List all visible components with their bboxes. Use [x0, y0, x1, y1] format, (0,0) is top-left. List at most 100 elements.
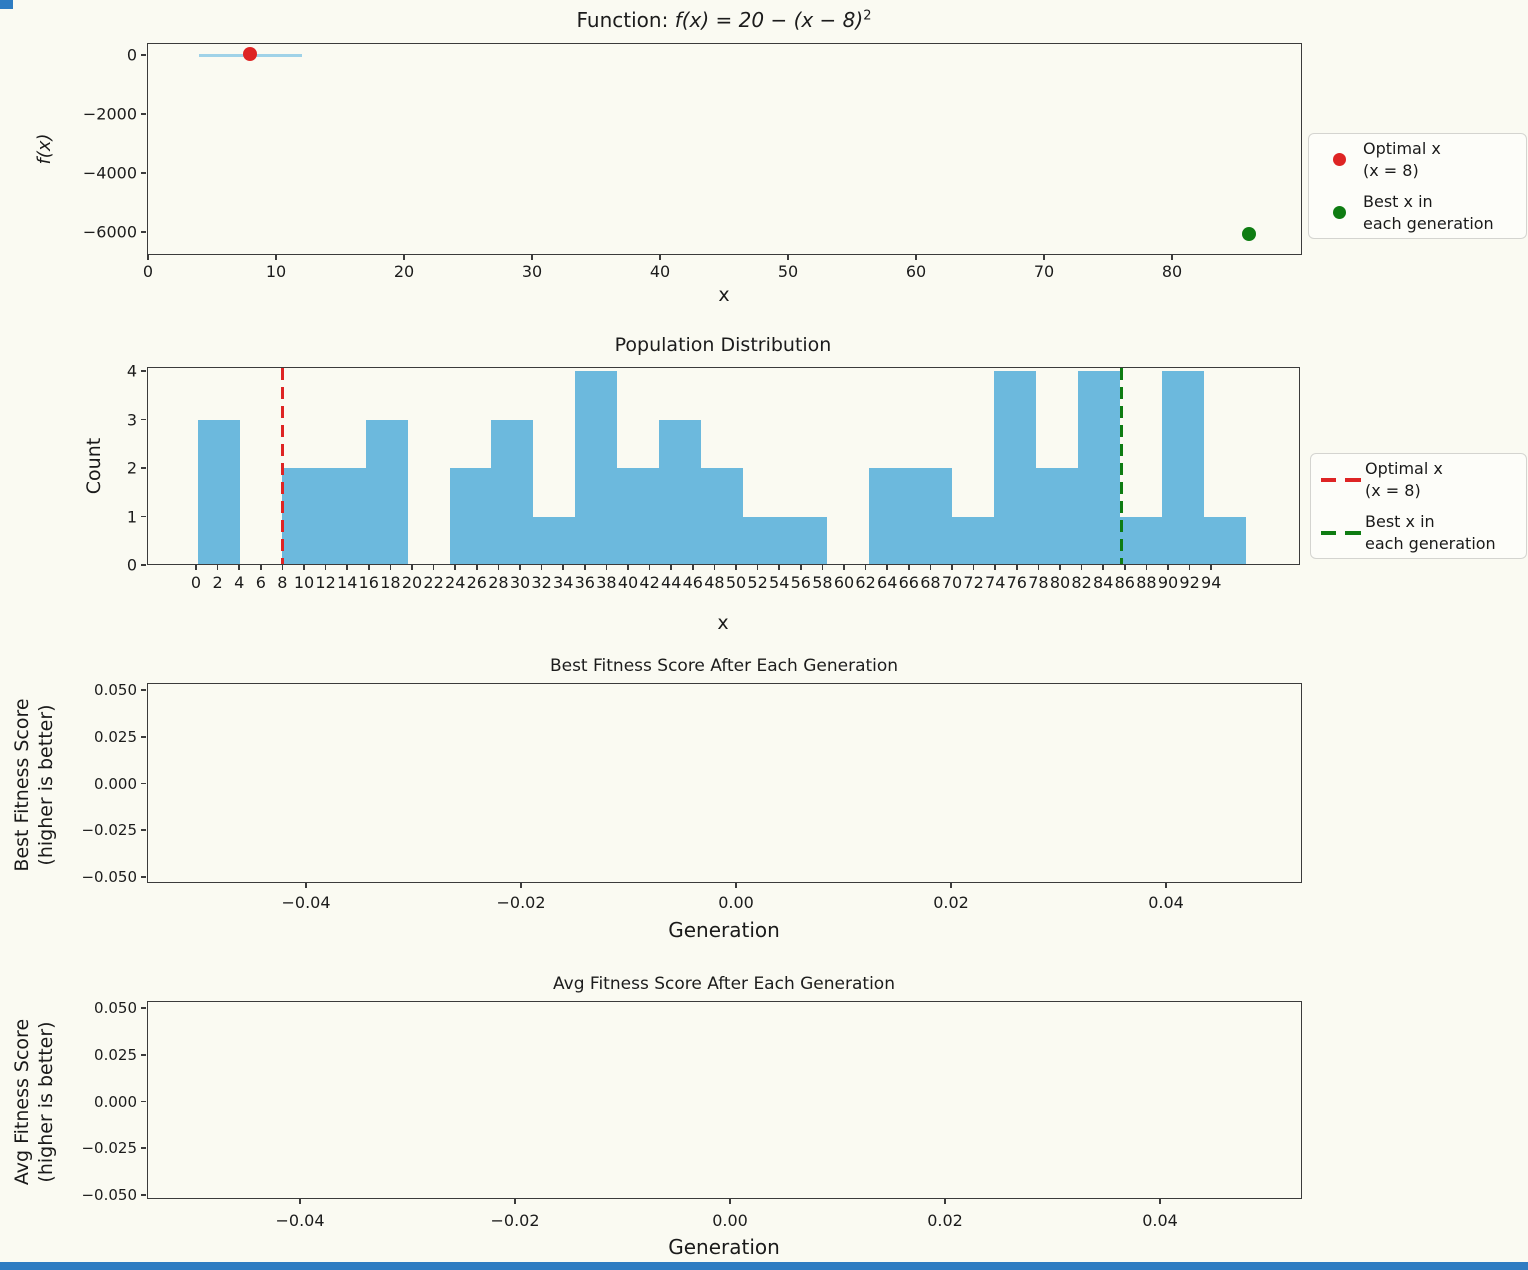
x-tick-label: 94: [1201, 573, 1222, 592]
x-tick-mark: [216, 565, 219, 570]
x-tick-mark: [562, 565, 564, 570]
histogram-bar: [868, 468, 911, 564]
x-tick-label: 90: [1157, 573, 1179, 592]
y-tick-label: 0.050: [94, 681, 137, 700]
y-tick-label: 1: [126, 507, 137, 526]
x-tick-mark: [994, 565, 996, 570]
histogram-bar: [1078, 371, 1121, 564]
x-tick-label: 66: [898, 573, 919, 592]
x-tick-label: 58: [812, 573, 833, 592]
x-tick-mark: [787, 255, 789, 260]
best-x-dot-icon: [1315, 206, 1363, 219]
y-tick-mark: [141, 172, 146, 174]
best-x-vline: [1120, 368, 1124, 564]
legend-text-line: each generation: [1365, 533, 1496, 553]
histogram-bar: [659, 419, 701, 564]
y-tick-mark: [141, 564, 146, 566]
x-tick-mark: [540, 565, 543, 570]
legend-item-optimal-x-line-label: Optimal x (x = 8): [1365, 458, 1443, 502]
x-tick-mark: [951, 565, 953, 570]
x-tick-label: 70: [1033, 262, 1055, 281]
x-tick-mark: [929, 565, 932, 570]
histogram-bar: [1036, 468, 1079, 564]
x-tick-mark: [1145, 565, 1148, 570]
histogram-bar: [952, 516, 995, 564]
x-tick-label: 48: [704, 573, 725, 592]
x-tick-mark: [605, 565, 608, 570]
x-tick-mark: [403, 255, 405, 260]
x-tick-mark: [303, 565, 305, 570]
optimal-x-dot-icon: [1315, 153, 1363, 166]
y-tick-label: 0.025: [94, 1045, 137, 1064]
x-tick-mark: [864, 565, 867, 570]
x-tick-mark: [281, 565, 284, 570]
y-tick-label: 4: [126, 361, 137, 381]
green-dashed-line-icon: [1317, 530, 1365, 535]
histogram-bar: [994, 371, 1037, 564]
screen-corner-artifact: [0, 0, 13, 9]
screen-bottom-bar-artifact: [0, 1262, 1528, 1270]
x-tick-mark: [514, 1199, 516, 1204]
y-tick-label: 0: [126, 555, 137, 575]
legend-item-optimal-x-line: Optimal x (x = 8): [1317, 458, 1518, 502]
x-tick-label: 6: [255, 573, 266, 592]
avg-fitness-plot-axes: [147, 1001, 1302, 1199]
x-tick-label: 0.02: [933, 893, 969, 912]
x-tick-label: 10: [293, 573, 315, 592]
x-tick-label: 0.04: [1148, 893, 1184, 912]
function-plot-ylabel: f(x): [34, 133, 55, 165]
x-tick-label: 26: [466, 573, 487, 592]
legend-text-line: (x = 8): [1363, 160, 1419, 180]
histogram-bar: [533, 516, 576, 564]
ylabel-line: Avg Fitness Score: [11, 1018, 33, 1186]
y-tick-label: 0.000: [94, 774, 137, 793]
x-tick-label: −0.02: [496, 893, 546, 912]
y-tick-mark: [141, 782, 146, 785]
y-tick-label: 0.050: [94, 999, 137, 1018]
y-tick-label: 2: [126, 458, 137, 478]
x-tick-label: 88: [1136, 573, 1157, 592]
population-plot-axes: [147, 367, 1300, 565]
x-tick-mark: [972, 565, 975, 570]
histogram-bar: [449, 468, 492, 564]
x-tick-mark: [411, 565, 413, 570]
ylabel-line: (higher is better): [35, 1021, 57, 1183]
x-tick-label: 4: [234, 573, 245, 592]
x-tick-mark: [1188, 565, 1191, 570]
x-tick-label: 70: [941, 573, 963, 592]
x-tick-label: −0.02: [490, 1211, 540, 1230]
x-tick-label: 82: [1071, 573, 1092, 592]
histogram-bar: [784, 516, 827, 564]
histogram-bar: [198, 419, 241, 564]
y-tick-label: 3: [126, 410, 137, 429]
x-tick-label: 60: [833, 573, 855, 592]
x-tick-mark: [476, 565, 478, 570]
x-tick-label: 20: [393, 262, 415, 281]
x-tick-label: 0: [190, 573, 202, 592]
x-tick-label: 64: [877, 573, 898, 592]
x-tick-mark: [519, 565, 521, 570]
x-tick-mark: [886, 565, 888, 570]
histogram-bar: [365, 419, 408, 564]
x-tick-label: 40: [617, 573, 639, 592]
x-tick-label: 74: [985, 573, 1006, 592]
x-tick-label: 46: [682, 573, 703, 592]
population-plot-legend: Optimal x (x = 8) Best x in each generat…: [1310, 453, 1527, 559]
x-tick-label: 60: [905, 262, 927, 281]
x-tick-label: 2: [212, 573, 223, 592]
legend-text-line: each generation: [1363, 213, 1494, 233]
histogram-bar: [575, 371, 618, 564]
y-tick-mark: [141, 829, 146, 831]
ylabel-line: Best Fitness Score: [11, 698, 33, 872]
x-tick-label: 36: [574, 573, 595, 592]
x-tick-label: 44: [661, 573, 682, 592]
x-tick-label: 14: [337, 573, 358, 592]
legend-item-optimal-x-label: Optimal x (x = 8): [1363, 138, 1441, 182]
x-tick-label: 0.00: [712, 1211, 748, 1230]
ylabel-line: (higher is better): [35, 704, 57, 866]
x-tick-mark: [299, 1199, 301, 1204]
x-tick-mark: [520, 883, 522, 888]
x-tick-mark: [454, 565, 456, 570]
x-tick-label: −0.04: [275, 1211, 325, 1230]
